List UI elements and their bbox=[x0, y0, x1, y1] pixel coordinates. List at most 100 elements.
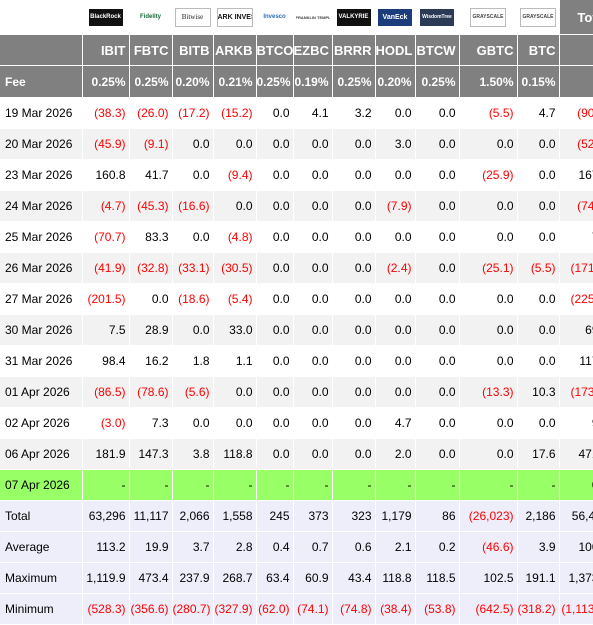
flow-cell: 0.0 bbox=[375, 221, 416, 253]
flow-cell: 0.0 bbox=[332, 159, 376, 191]
flow-cell: 0.0 bbox=[172, 407, 214, 439]
fee-cell: 0.25% bbox=[129, 65, 173, 98]
flow-cell: 0.0 bbox=[293, 314, 333, 346]
row-date: 06 Apr 2026 bbox=[0, 438, 83, 470]
row-date: 20 Mar 2026 bbox=[0, 128, 83, 160]
ticker-header: FBTC bbox=[129, 34, 173, 66]
flow-cell: 17.6 bbox=[517, 438, 560, 470]
flow-cell: (78.6) bbox=[129, 376, 173, 408]
ticker-header: EZBC bbox=[293, 34, 333, 66]
flow-cell: 0.0 bbox=[375, 376, 416, 408]
summary-cell: 2,066 bbox=[172, 500, 214, 532]
flow-cell: 0.0 bbox=[332, 376, 376, 408]
grayscale-logo-icon: GRAYSCALE bbox=[520, 7, 556, 27]
flow-cell: (13.3) bbox=[459, 376, 518, 408]
flow-cell: 0.0 bbox=[332, 438, 376, 470]
ticker-header: BTCO bbox=[256, 34, 294, 66]
flow-cell: 0.0 bbox=[172, 128, 214, 160]
row-total-cell: (225.5) bbox=[559, 283, 593, 315]
summary-cell: 0.7 bbox=[293, 531, 333, 563]
flow-cell: 0.0 bbox=[415, 314, 460, 346]
summary-cell: 2.1 bbox=[375, 531, 416, 563]
row-date: 07 Apr 2026 bbox=[0, 469, 83, 501]
flow-cell: 0.0 bbox=[332, 252, 376, 284]
summary-cell: (62.0) bbox=[256, 593, 294, 625]
flow-cell: 3.0 bbox=[375, 128, 416, 160]
flow-cell: 3.2 bbox=[332, 97, 376, 129]
bitwise-logo-icon: Bitwise bbox=[174, 7, 211, 27]
flow-cell: 0.0 bbox=[459, 438, 518, 470]
table-row: 06 Apr 2026 181.9 147.3 3.8 118.8 0.0 0.0 0.0 2.… bbox=[0, 438, 593, 470]
issuer-logo-cell: GRAYSCALE bbox=[517, 0, 560, 35]
flow-cell: 0.0 bbox=[256, 314, 294, 346]
flow-cell: 0.0 bbox=[332, 314, 376, 346]
table-row: 26 Mar 2026 (41.9) (32.8) (33.1) (30.5) 0.0 0.… bbox=[0, 252, 593, 284]
ark-invest-logo-icon: ARK INVEST bbox=[216, 7, 253, 27]
flow-cell: (4.8) bbox=[213, 221, 257, 253]
fidelity-logo-icon: Fidelity bbox=[133, 8, 168, 26]
flow-cell: 0.0 bbox=[375, 314, 416, 346]
flow-cell: 0.0 bbox=[256, 97, 294, 129]
summary-cell: 11,117 bbox=[129, 500, 173, 532]
flow-cell: 147.3 bbox=[129, 438, 173, 470]
flow-cell: - bbox=[256, 469, 294, 501]
flow-cell: 0.0 bbox=[293, 407, 333, 439]
flow-cell: 0.0 bbox=[517, 314, 560, 346]
summary-cell: 118.5 bbox=[415, 562, 460, 594]
flow-cell: (86.5) bbox=[82, 376, 130, 408]
flow-cell: 1.8 bbox=[172, 345, 214, 377]
table-row: 24 Mar 2026 (4.7) (45.3) (16.6) 0.0 0.0 0.0 0.0… bbox=[0, 190, 593, 222]
ticker-total-cell bbox=[559, 34, 593, 66]
fee-cell: 0.19% bbox=[293, 65, 333, 98]
table-row: 20 Mar 2026 (45.9) (9.1) 0.0 0.0 0.0 0.0 0.0 3.0… bbox=[0, 128, 593, 160]
flow-cell: 0.0 bbox=[213, 376, 257, 408]
flow-cell: 0.0 bbox=[256, 407, 294, 439]
summary-total-cell: 1,373.8 bbox=[559, 562, 593, 594]
summary-cell: 268.7 bbox=[213, 562, 257, 594]
summary-label: Minimum bbox=[0, 593, 83, 625]
summary-cell: 118.8 bbox=[375, 562, 416, 594]
summary-cell: 86 bbox=[415, 500, 460, 532]
summary-cell: 373 bbox=[293, 500, 333, 532]
flow-cell: - bbox=[375, 469, 416, 501]
flow-cell: 0.0 bbox=[415, 128, 460, 160]
issuer-logo-cell: GRAYSCALE bbox=[459, 0, 518, 35]
flow-cell: 0.0 bbox=[459, 314, 518, 346]
flow-cell: 0.0 bbox=[293, 128, 333, 160]
issuer-logo-row: BlackRock Fidelity Bitwise ARK INVEST In… bbox=[0, 0, 593, 35]
row-date: 24 Mar 2026 bbox=[0, 190, 83, 222]
table-row: 30 Mar 2026 7.5 28.9 0.0 33.0 0.0 0.0 0.0 0.0 0.0… bbox=[0, 314, 593, 346]
flow-cell: (2.4) bbox=[375, 252, 416, 284]
fee-label: Fee bbox=[0, 65, 83, 98]
summary-cell: 0.6 bbox=[332, 531, 376, 563]
row-total-cell: (74.5) bbox=[559, 190, 593, 222]
issuer-logo-cell: Invesco bbox=[256, 0, 294, 35]
flow-cell: (26.0) bbox=[129, 97, 173, 129]
ticker-header: HODL bbox=[375, 34, 416, 66]
flow-cell: 0.0 bbox=[415, 345, 460, 377]
row-date: 26 Mar 2026 bbox=[0, 252, 83, 284]
flow-cell: 0.0 bbox=[375, 345, 416, 377]
flow-cell: - bbox=[293, 469, 333, 501]
issuer-logo-cell: BlackRock bbox=[82, 0, 130, 35]
flow-cell: 0.0 bbox=[213, 407, 257, 439]
flow-cell: (16.6) bbox=[172, 190, 214, 222]
summary-cell: (74.1) bbox=[293, 593, 333, 625]
row-date: 31 Mar 2026 bbox=[0, 345, 83, 377]
flow-cell: 7.3 bbox=[129, 407, 173, 439]
issuer-logo-cell: Bitwise bbox=[172, 0, 214, 35]
flow-cell: 0.0 bbox=[459, 407, 518, 439]
ticker-header: ARKB bbox=[213, 34, 257, 66]
flow-cell: (32.8) bbox=[129, 252, 173, 284]
flow-cell: 0.0 bbox=[293, 438, 333, 470]
flow-cell: 0.0 bbox=[459, 221, 518, 253]
flow-cell: (9.1) bbox=[129, 128, 173, 160]
valkyrie-logo-icon: VALKYRIE bbox=[336, 8, 371, 26]
total-column-header: Total bbox=[559, 0, 593, 35]
summary-cell: (46.6) bbox=[459, 531, 518, 563]
table-row: 27 Mar 2026 (201.5) 0.0 (18.6) (5.4) 0.0 0.0 0.… bbox=[0, 283, 593, 315]
fee-cell: 0.25% bbox=[256, 65, 294, 98]
fee-cell: 0.20% bbox=[172, 65, 214, 98]
ticker-header: BTCW bbox=[415, 34, 460, 66]
flow-cell: 0.0 bbox=[172, 221, 214, 253]
